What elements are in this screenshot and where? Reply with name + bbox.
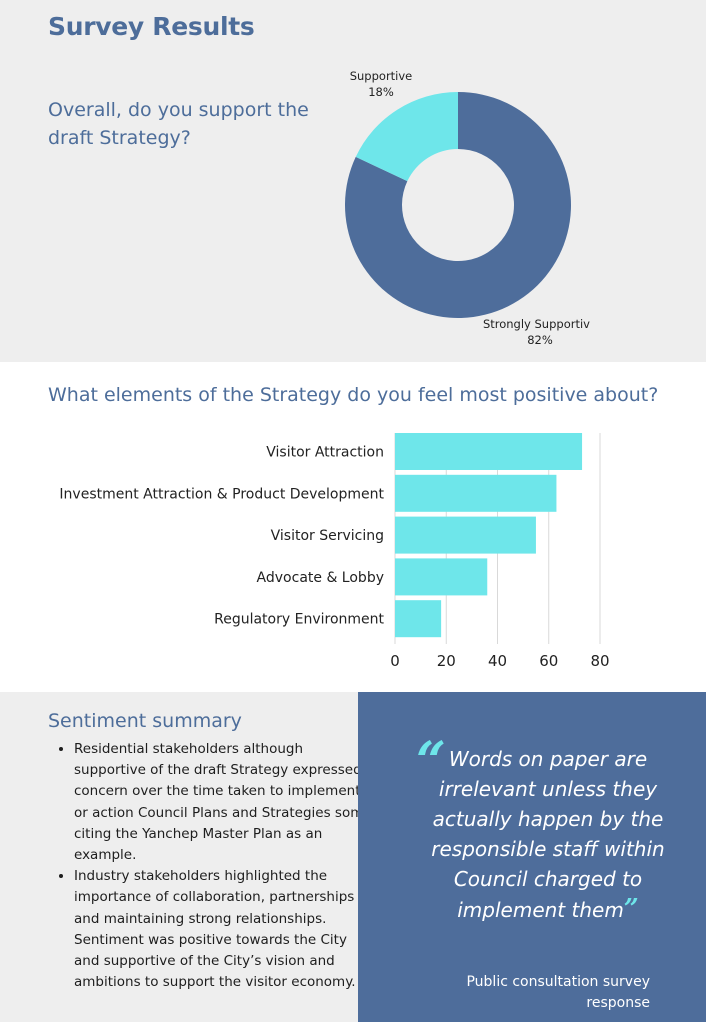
bar-category-label: Advocate & Lobby — [257, 570, 384, 586]
bar-x-tick-label: 40 — [488, 652, 507, 670]
quote-text: Words on paper are irrelevant unless the… — [431, 747, 665, 922]
donut-label-1: Supportive — [350, 69, 413, 83]
donut-label-0: Strongly Supportive — [483, 317, 590, 331]
bar-category-label: Visitor Servicing — [271, 528, 384, 544]
bar-x-tick-label: 0 — [390, 652, 400, 670]
sentiment-summary-section: Sentiment summary Residential stakeholde… — [0, 692, 372, 1022]
bar-investment-attraction-product-development — [395, 474, 557, 512]
bar-category-label: Regulatory Environment — [214, 612, 384, 628]
bar-category-label: Visitor Attraction — [266, 445, 384, 461]
open-quote-icon: “ — [416, 731, 446, 792]
support-donut-chart: Strongly Supportive 82% Supportive 18% — [345, 69, 590, 347]
bar-category-label: Investment Attraction & Product Developm… — [59, 486, 384, 502]
sentiment-summary-title: Sentiment summary — [48, 710, 242, 732]
donut-value-label-0: 82% — [527, 333, 553, 347]
donut-slice-supportive — [355, 92, 458, 182]
positive-elements-bar-chart: 0 20 40 60 80 Visitor Attraction Investment At… — [59, 433, 610, 670]
bar-visitor-servicing — [395, 516, 536, 554]
quote-attribution: Public consultation survey response — [466, 974, 650, 1011]
bar-regulatory-environment — [395, 600, 442, 638]
positive-elements-section: What elements of the Strategy do you fee… — [0, 362, 706, 692]
sentiment-bullet-industry: Industry stakeholders highlighted the im… — [74, 866, 374, 993]
close-quote-icon: ” — [623, 894, 639, 924]
bar-visitor-attraction — [395, 433, 583, 470]
bar-advocate-lobby — [395, 558, 488, 596]
overall-support-section: Survey Results Overall, do you support t… — [0, 0, 706, 362]
donut-slice-strongly-supportive — [345, 92, 571, 318]
quote-panel: “ Words on paper are irrelevant unless t… — [358, 692, 706, 1022]
positive-elements-question: What elements of the Strategy do you fee… — [48, 384, 659, 406]
support-question: Overall, do you support the draft Strate… — [48, 99, 309, 149]
bar-x-tick-label: 20 — [437, 652, 456, 670]
sentiment-bullet-list: Residential stakeholders although suppor… — [52, 739, 374, 993]
bar-x-tick-label: 80 — [590, 652, 609, 670]
donut-value-label-1: 18% — [368, 85, 394, 99]
quote-block: Words on paper are irrelevant unless the… — [418, 744, 678, 925]
bar-x-tick-label: 60 — [539, 652, 558, 670]
sentiment-bullet-residential: Residential stakeholders although suppor… — [74, 739, 374, 866]
page-title: Survey Results — [48, 12, 255, 41]
